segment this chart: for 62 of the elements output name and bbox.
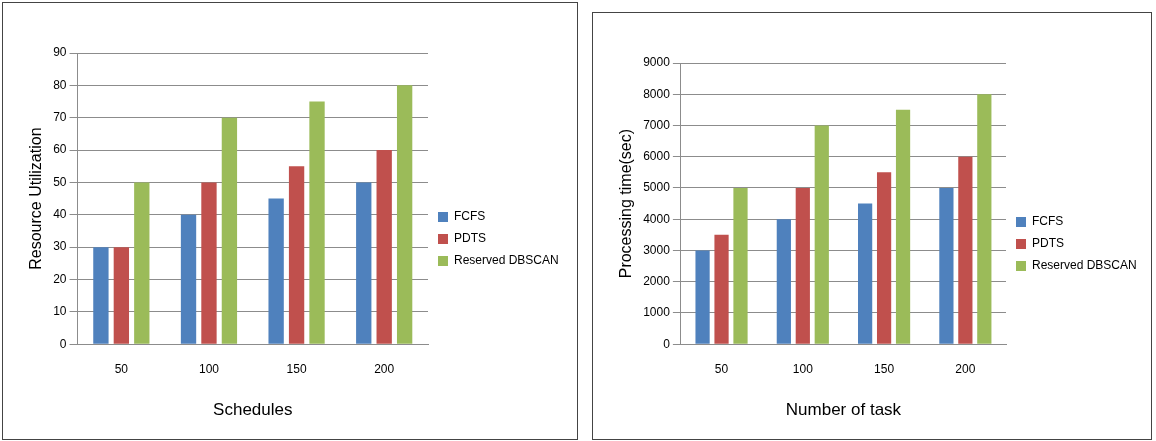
- y-axis-title: Processing time(sec): [617, 128, 635, 279]
- y-tick-label: 20: [53, 271, 67, 286]
- bar: [814, 125, 829, 344]
- bar: [134, 182, 150, 344]
- legend-label: FCFS: [1032, 214, 1064, 229]
- y-tick-label: 8000: [643, 86, 671, 101]
- bar: [356, 182, 372, 344]
- bar: [309, 101, 325, 344]
- bar: [795, 187, 810, 344]
- y-tick-label: 9000: [643, 55, 671, 70]
- y-tick-label: 90: [53, 45, 67, 60]
- bar: [977, 94, 992, 344]
- y-tick-label: 6000: [643, 149, 671, 164]
- legend-label: FCFS: [454, 209, 486, 224]
- y-tick-label: 10: [53, 304, 67, 319]
- y-tick-label: 0: [59, 336, 67, 351]
- y-axis-title: Resource Utilization: [27, 127, 45, 270]
- y-tick-label: 40: [53, 207, 67, 222]
- bar: [733, 187, 748, 344]
- y-tick-label: 1000: [643, 305, 671, 320]
- bar: [776, 219, 791, 344]
- bar: [268, 198, 284, 344]
- y-tick-label: 80: [53, 77, 67, 92]
- legend-label: PDTS: [1032, 236, 1065, 251]
- y-tick-label: 30: [53, 239, 67, 254]
- bar: [376, 150, 392, 344]
- bar: [396, 85, 413, 344]
- x-tick-label: 150: [286, 361, 307, 376]
- x-tick-label: 150: [874, 361, 895, 376]
- bar: [695, 250, 710, 344]
- y-tick-label: 50: [53, 174, 67, 189]
- bar: [113, 247, 130, 344]
- legend-label: Reserved DBSCAN: [454, 253, 559, 268]
- x-axis-title: Number of task: [785, 400, 902, 420]
- y-tick-label: 5000: [643, 180, 671, 195]
- y-tick-label: 0: [663, 336, 671, 351]
- bar: [714, 234, 729, 344]
- bar: [93, 247, 109, 344]
- legend-label: PDTS: [454, 231, 487, 246]
- x-tick-label: 200: [374, 361, 395, 376]
- x-tick-label: 100: [198, 361, 220, 376]
- x-axis-title: Schedules: [213, 400, 293, 420]
- x-tick-label: 100: [792, 361, 814, 376]
- bar: [221, 117, 238, 344]
- y-tick-label: 60: [53, 142, 67, 157]
- bar: [858, 203, 873, 344]
- x-tick-label: 200: [955, 361, 976, 376]
- x-tick-label: 50: [114, 361, 129, 376]
- bar: [876, 172, 892, 344]
- bar: [895, 109, 911, 344]
- y-tick-label: 70: [53, 110, 67, 125]
- bar: [180, 214, 197, 344]
- x-tick-label: 50: [714, 361, 729, 376]
- y-tick-label: 4000: [643, 211, 671, 226]
- bar: [939, 187, 954, 344]
- y-tick-label: 3000: [643, 242, 671, 257]
- y-tick-label: 2000: [643, 274, 671, 289]
- bar: [201, 182, 217, 344]
- y-tick-label: 7000: [643, 117, 671, 132]
- bar: [958, 156, 973, 344]
- legend-label: Reserved DBSCAN: [1032, 258, 1137, 273]
- bar: [288, 166, 305, 344]
